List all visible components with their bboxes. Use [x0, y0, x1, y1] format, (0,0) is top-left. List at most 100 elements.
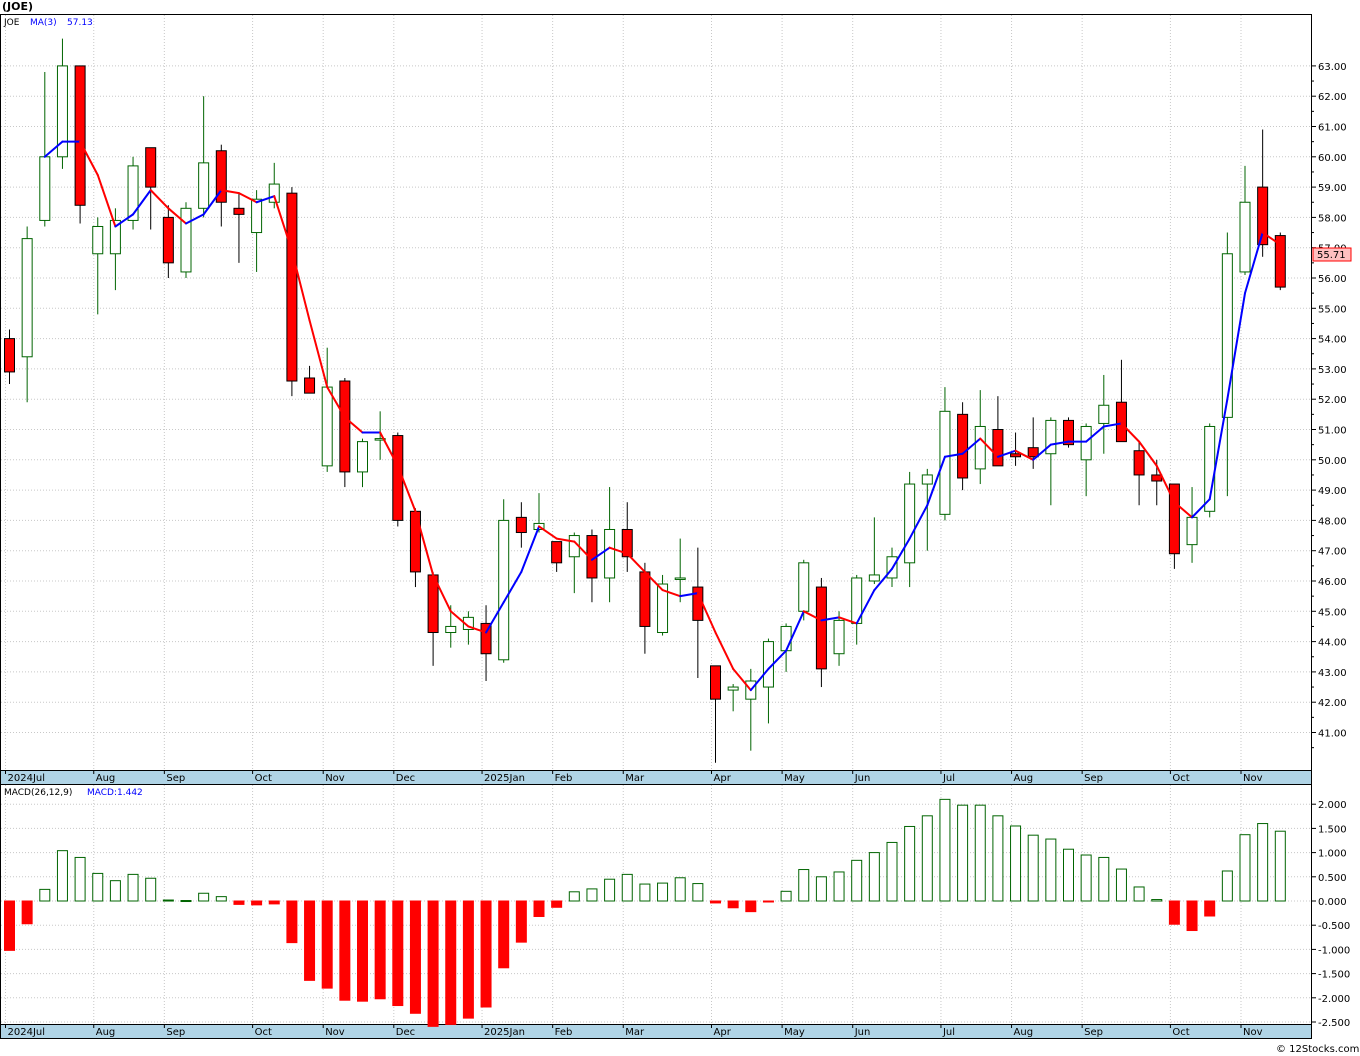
ma-segment: [696, 592, 717, 634]
price-x-tick-label: Oct: [1172, 773, 1189, 784]
ma-segment: [467, 625, 488, 634]
macd-y-tick-label: -2.000: [1318, 994, 1350, 1005]
macd-bar-positive: [39, 888, 51, 902]
ma-segment: [449, 610, 470, 628]
ma-segment: [873, 567, 893, 592]
macd-bar-negative: [251, 900, 263, 906]
macd-bar-negative: [745, 900, 757, 913]
candle-body-up: [1080, 425, 1092, 461]
price-x-tick-label: Aug: [1014, 773, 1034, 784]
price-x-tick-label: Jun: [854, 773, 871, 784]
macd-bar-positive: [833, 871, 845, 902]
price-y-tick-label: 55.00: [1318, 304, 1347, 315]
macd-bar-positive: [992, 815, 1004, 902]
ma-segment: [943, 452, 964, 458]
ma-segment: [626, 552, 646, 573]
ma-segment: [767, 649, 788, 670]
ma-segment: [908, 504, 929, 540]
macd-x-tick-label: Apr: [714, 1027, 732, 1038]
macd-x-tick-label: Feb: [555, 1027, 573, 1038]
candle-body-down: [304, 377, 316, 394]
candle-body-down: [4, 338, 15, 373]
macd-bar-negative: [515, 900, 527, 943]
macd-y-axis: -2.500 -2.000 -1.500 -1.000 -0.500 0.000 0.500…: [1311, 800, 1350, 1029]
macd-bar-positive: [162, 899, 174, 902]
macd-bar-positive: [1221, 870, 1233, 902]
macd-bar-positive: [1063, 848, 1074, 902]
macd-bar-positive: [1115, 868, 1127, 902]
price-y-tick-label: 46.00: [1318, 577, 1347, 588]
candle-body-down: [392, 435, 404, 521]
candle-body-down: [339, 380, 351, 473]
ma-segment: [1014, 449, 1035, 461]
ma-segment: [43, 140, 64, 158]
macd-x-tick-label: Sep: [166, 1027, 185, 1038]
macd-bar-positive: [180, 900, 192, 903]
last-price-label: 55.71: [1317, 250, 1346, 261]
candle-body-down: [1168, 483, 1180, 555]
macd-x-tick-label: Dec: [396, 1027, 415, 1038]
candle-body-down: [1274, 235, 1286, 288]
macd-bar-positive: [1080, 854, 1092, 902]
macd-bar-positive: [56, 850, 68, 902]
macd-bar-positive: [621, 873, 633, 902]
macd-bar-positive: [215, 896, 227, 902]
candle-body-up: [798, 562, 810, 612]
macd-bar-positive: [1010, 825, 1022, 902]
candle-body-down: [1027, 447, 1039, 458]
price-y-tick-label: 61.00: [1318, 123, 1347, 134]
macd-x-tick-label: Aug: [96, 1027, 116, 1038]
candle-body-down: [145, 147, 157, 188]
ma-segment: [414, 510, 435, 576]
candle-body-up: [974, 425, 986, 470]
macd-bar-positive: [780, 890, 792, 902]
macd-bar-negative: [762, 900, 774, 903]
macd-x-tick-label: Jul: [942, 1027, 955, 1038]
macd-bar-positive: [657, 882, 669, 902]
candle-body-up: [674, 577, 686, 580]
candle-body-up: [921, 474, 933, 485]
ma-segment: [1244, 231, 1264, 295]
macd-y-tick-label: 0.000: [1318, 897, 1347, 908]
macd-bar-positive: [904, 825, 916, 902]
ma-segment: [326, 386, 346, 419]
ma-segment: [643, 570, 664, 592]
macd-bar-negative: [498, 900, 510, 969]
macd-legend-value: MACD:1.442: [87, 788, 143, 798]
price-y-tick-label: 43.00: [1318, 668, 1347, 679]
ma-segment: [891, 537, 911, 570]
price-x-axis: 2024Jul Aug Sep Oct Nov Dec 2025Jan Feb Mar Apr Ma…: [5, 770, 1263, 784]
ma-segment: [855, 589, 876, 625]
ma-segment: [555, 537, 576, 543]
price-x-tick-label: Jul: [942, 773, 955, 784]
ma-segment: [379, 431, 399, 467]
macd-bar-positive: [1151, 899, 1163, 902]
macd-bar-negative: [445, 900, 457, 1025]
ma-segment: [590, 546, 611, 561]
macd-bar-positive: [127, 873, 139, 902]
price-y-tick-label: 42.00: [1318, 698, 1347, 709]
price-x-tick-label: 2024Jul: [8, 773, 46, 784]
price-y-tick-label: 41.00: [1318, 729, 1347, 740]
macd-x-axis: 2024Jul Aug Sep Oct Nov Dec 2025Jan Feb Mar Apr Ma…: [5, 1024, 1263, 1038]
price-x-tick-label: Oct: [255, 773, 272, 784]
price-x-tick-label: Aug: [96, 773, 116, 784]
candle-body-up: [833, 619, 845, 655]
ma-segment: [1173, 501, 1194, 519]
candle-body-down: [74, 65, 86, 206]
ma-segment: [502, 570, 523, 604]
macd-bar-positive: [1257, 823, 1269, 902]
candle-body-down: [233, 207, 245, 215]
candle-body-up: [1221, 253, 1233, 418]
macd-bar-negative: [374, 900, 386, 1000]
ma-segment: [802, 610, 823, 622]
ma-segment: [1208, 398, 1229, 501]
macd-bar-negative: [1204, 900, 1216, 917]
ma-segment: [220, 189, 240, 195]
chart-title: (JOE): [2, 0, 33, 13]
candle-body-up: [92, 225, 104, 255]
ma-segment: [979, 437, 999, 458]
candle-body-up: [127, 165, 139, 221]
macd-grid: [1, 785, 1311, 1024]
price-y-tick-label: 63.00: [1318, 62, 1347, 73]
